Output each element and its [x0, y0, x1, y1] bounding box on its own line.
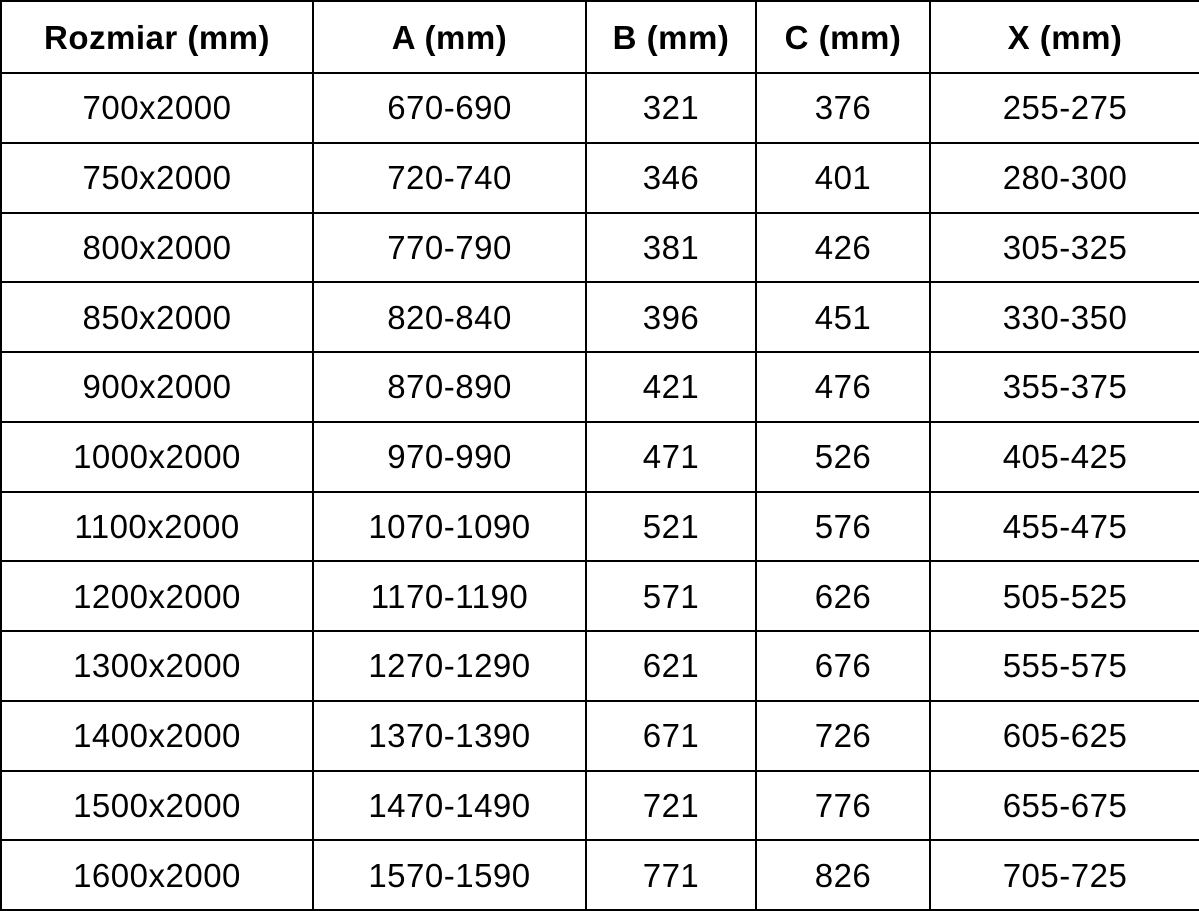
table-cell: 970-990 — [312, 420, 587, 493]
table-cell: 726 — [755, 699, 931, 772]
table-cell: 1070-1090 — [312, 490, 587, 563]
table-cell: 720-740 — [312, 141, 587, 214]
table-cell: 770-790 — [312, 211, 587, 284]
table-cell: 900x2000 — [0, 351, 314, 423]
table-cell: 571 — [585, 560, 757, 632]
table-cell: 705-725 — [929, 839, 1199, 911]
header-row: Rozmiar (mm) A (mm) B (mm) C (mm) X (mm) — [0, 0, 1199, 74]
table-cell: 1600x2000 — [0, 839, 314, 911]
column-header-x: X (mm) — [929, 0, 1199, 74]
table-cell: 1100x2000 — [0, 490, 314, 563]
table-cell: 776 — [755, 769, 931, 842]
table-cell: 870-890 — [312, 351, 587, 423]
table-cell: 576 — [755, 490, 931, 563]
table-cell: 330-350 — [929, 281, 1199, 353]
table-cell: 455-475 — [929, 490, 1199, 563]
table-cell: 1200x2000 — [0, 560, 314, 632]
table-cell: 626 — [755, 560, 931, 632]
table-cell: 451 — [755, 281, 931, 353]
table-cell: 355-375 — [929, 351, 1199, 423]
table-cell: 655-675 — [929, 769, 1199, 842]
table-cell: 1500x2000 — [0, 769, 314, 842]
table-row: 1400x2000 1370-1390 671 726 605-625 — [0, 699, 1199, 772]
table-cell: 476 — [755, 351, 931, 423]
table-cell: 1000x2000 — [0, 420, 314, 493]
table-cell: 605-625 — [929, 699, 1199, 772]
table-body: 700x2000 670-690 321 376 255-275 750x2000 720-… — [0, 72, 1199, 911]
table-cell: 1300x2000 — [0, 630, 314, 702]
table-cell: 750x2000 — [0, 141, 314, 214]
table-row: 800x2000 770-790 381 426 305-325 — [0, 211, 1199, 284]
column-header-c: C (mm) — [755, 0, 931, 74]
table-cell: 676 — [755, 630, 931, 702]
table-cell: 826 — [755, 839, 931, 911]
table-cell: 426 — [755, 211, 931, 284]
table-row: 750x2000 720-740 346 401 280-300 — [0, 141, 1199, 214]
table-cell: 401 — [755, 141, 931, 214]
table-cell: 255-275 — [929, 72, 1199, 144]
table-cell: 1170-1190 — [312, 560, 587, 632]
table-cell: 280-300 — [929, 141, 1199, 214]
table-cell: 405-425 — [929, 420, 1199, 493]
table-cell: 1270-1290 — [312, 630, 587, 702]
table-cell: 305-325 — [929, 211, 1199, 284]
table-row: 1600x2000 1570-1590 771 826 705-725 — [0, 839, 1199, 911]
table-cell: 471 — [585, 420, 757, 493]
table-cell: 1570-1590 — [312, 839, 587, 911]
table-cell: 321 — [585, 72, 757, 144]
table-cell: 820-840 — [312, 281, 587, 353]
table-row: 1000x2000 970-990 471 526 405-425 — [0, 420, 1199, 493]
table-cell: 505-525 — [929, 560, 1199, 632]
table-cell: 721 — [585, 769, 757, 842]
table-cell: 376 — [755, 72, 931, 144]
table-cell: 850x2000 — [0, 281, 314, 353]
table-row: 700x2000 670-690 321 376 255-275 — [0, 72, 1199, 144]
table-row: 1100x2000 1070-1090 521 576 455-475 — [0, 490, 1199, 563]
table-row: 1300x2000 1270-1290 621 676 555-575 — [0, 630, 1199, 702]
table-row: 1200x2000 1170-1190 571 626 505-525 — [0, 560, 1199, 632]
table-cell: 1470-1490 — [312, 769, 587, 842]
table-row: 850x2000 820-840 396 451 330-350 — [0, 281, 1199, 353]
table-cell: 526 — [755, 420, 931, 493]
column-header-rozmiar: Rozmiar (mm) — [0, 0, 314, 74]
table-cell: 621 — [585, 630, 757, 702]
table-cell: 521 — [585, 490, 757, 563]
table-cell: 700x2000 — [0, 72, 314, 144]
table-cell: 1370-1390 — [312, 699, 587, 772]
table-cell: 771 — [585, 839, 757, 911]
table-row: 1500x2000 1470-1490 721 776 655-675 — [0, 769, 1199, 842]
table-cell: 670-690 — [312, 72, 587, 144]
table-row: 900x2000 870-890 421 476 355-375 — [0, 351, 1199, 423]
table-cell: 671 — [585, 699, 757, 772]
column-header-b: B (mm) — [585, 0, 757, 74]
table-cell: 381 — [585, 211, 757, 284]
table-cell: 396 — [585, 281, 757, 353]
table-cell: 1400x2000 — [0, 699, 314, 772]
table-cell: 555-575 — [929, 630, 1199, 702]
table-cell: 421 — [585, 351, 757, 423]
table-cell: 800x2000 — [0, 211, 314, 284]
column-header-a: A (mm) — [312, 0, 587, 74]
table-cell: 346 — [585, 141, 757, 214]
